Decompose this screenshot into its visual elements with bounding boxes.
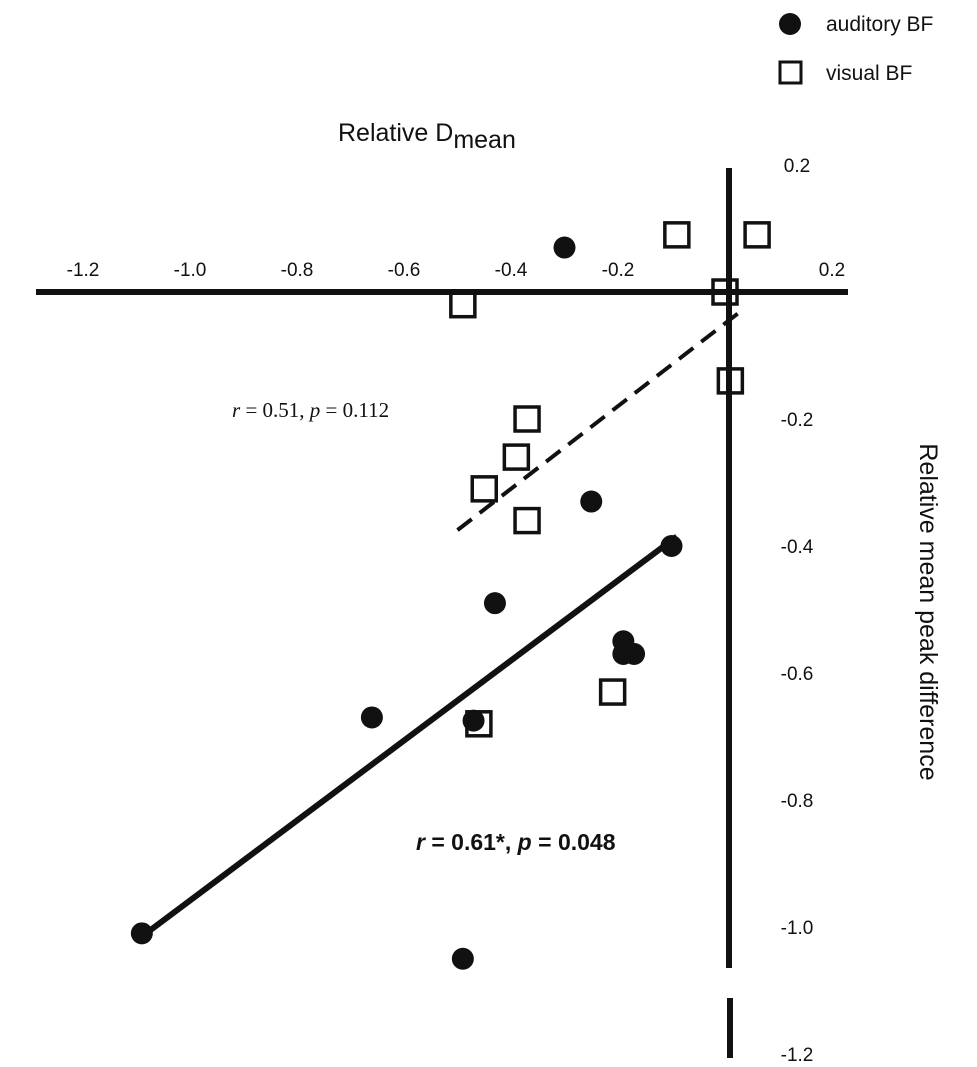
dashed-fit-line [456,309,743,532]
y-tick-label-m0p6: -0.6 [781,664,814,685]
solid-r-label: r [416,829,426,855]
x-tick-label-m0p6: -0.6 [388,260,421,281]
visual-point-0 [663,221,691,249]
legend: auditory BF visual BF [778,13,933,85]
y-axis-title: Relative mean peak difference [914,443,942,780]
solid-fit-annotation: r = 0.61*, p = 0.048 [416,829,616,855]
x-tick-labels: -1.2 -1.0 -0.8 -0.6 -0.4 -0.2 0.2 [67,260,846,281]
solid-p-label: p [517,829,532,855]
dashed-p-label: p [308,398,321,422]
legend-label-auditory: auditory BF [826,13,933,36]
dashed-fit-annotation: r = 0.51, p = 0.112 [232,398,389,422]
x-tick-label-m0p2: -0.2 [602,260,635,281]
y-tick-label-m0p2: -0.2 [781,410,814,431]
dashed-r-label: r [232,398,241,422]
auditory-point-7 [360,706,383,729]
auditory-point-10 [451,947,474,970]
x-axis-title: Relative Dmean [338,119,516,154]
visual-point-10 [465,710,493,738]
auditory-point-6 [623,642,646,665]
fit-lines [140,309,743,939]
auditory-point-3 [483,592,506,615]
visual-point-3 [711,278,739,306]
y-tick-label-m1p2: -1.2 [781,1045,814,1066]
visual-point-6 [502,443,531,471]
x-tick-label-m0p8: -0.8 [281,260,314,281]
legend-marker-visual [778,60,803,85]
auditory-point-1 [580,490,603,513]
visual-point-5 [513,405,541,433]
visual-point-8 [513,506,541,535]
visual-point-9 [598,678,627,706]
x-tick-label-m0p4: -0.4 [495,260,528,281]
y-tick-label-m1p0: -1.0 [781,918,814,939]
y-tick-labels: 0.2 -0.2 -0.4 -0.6 -0.8 -1.0 -1.2 [781,156,814,1066]
solid-r-value: = 0.61*, [425,829,518,855]
dashed-p-value: = 0.112 [320,398,389,422]
visual-point-2 [449,290,477,319]
auditory-point-0 [553,236,576,259]
data-points [130,221,771,970]
solid-p-value: = 0.048 [532,829,616,855]
visual-point-4 [716,367,745,395]
solid-fit-line [140,534,679,939]
dashed-r-value: = 0.51, [240,398,310,422]
x-tick-label-0p2: 0.2 [819,260,845,281]
y-tick-label-m0p8: -0.8 [781,791,814,812]
x-axis-title-main: Relative D [338,119,453,147]
auditory-point-2 [660,535,683,557]
y-tick-label-m0p4: -0.4 [781,537,814,558]
auditory-point-9 [130,922,153,945]
x-tick-label-m1p2: -1.2 [67,260,100,281]
legend-label-visual: visual BF [826,62,912,85]
x-axis-title-sub: mean [453,126,516,154]
visual-point-1 [743,221,771,249]
legend-marker-auditory [779,13,801,35]
visual-point-7 [470,475,498,503]
x-tick-label-m1p0: -1.0 [174,260,207,281]
y-tick-label-0p2: 0.2 [784,156,810,177]
